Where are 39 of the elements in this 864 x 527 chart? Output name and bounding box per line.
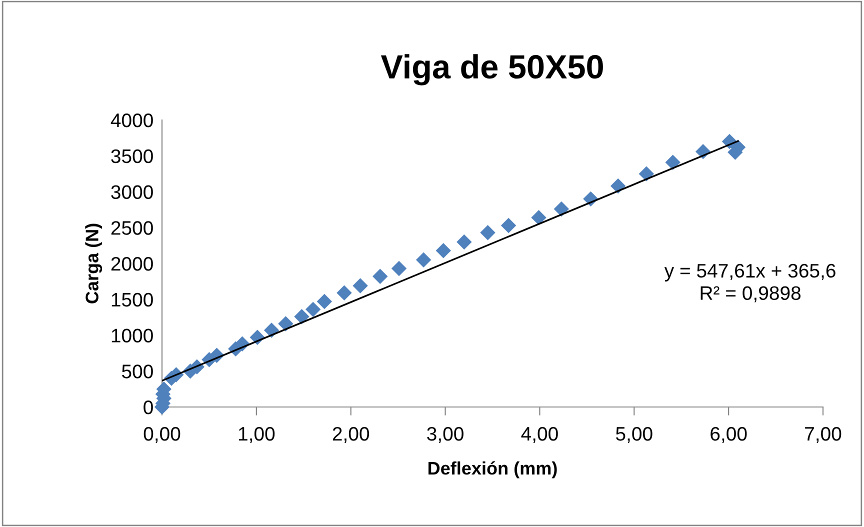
point	[352, 278, 368, 294]
x-tick-label: 5,00	[616, 426, 652, 444]
y-tick-label: 500	[122, 364, 153, 378]
x-tick-label: 0,00	[144, 426, 180, 444]
point	[610, 178, 626, 194]
point	[436, 242, 452, 258]
point	[665, 154, 680, 170]
point	[480, 225, 496, 240]
y-tick-label: 4000	[110, 113, 153, 128]
x-tick-label: 1,00	[238, 426, 275, 444]
x-tick-label: 7,00	[805, 426, 842, 444]
point	[554, 201, 570, 217]
point	[336, 285, 352, 301]
point	[316, 294, 332, 310]
y-tick-label: 2000	[111, 256, 153, 271]
y-tick-label: 0	[144, 400, 153, 414]
point	[638, 166, 654, 182]
point	[456, 234, 472, 250]
point	[305, 302, 321, 318]
x-tick-label: 2,00	[332, 426, 370, 444]
annotation: y = 547,61x + 365,6 R² = 0,9898	[664, 264, 836, 302]
y-axis-title: Carga (N)	[85, 224, 102, 304]
point	[531, 210, 546, 226]
y-tick-label: 3000	[111, 185, 153, 199]
x-tick-label: 6,00	[710, 426, 747, 444]
chart-title: Viga de 50X50	[380, 54, 603, 86]
x-tick-label: 3,00	[427, 426, 464, 444]
point	[500, 218, 516, 234]
y-tick-label: 1500	[112, 292, 153, 307]
point	[416, 252, 432, 268]
point	[372, 268, 388, 284]
x-tick-label: 4,00	[521, 426, 558, 444]
y-tick-label: 2500	[111, 221, 153, 235]
point	[278, 316, 294, 332]
point	[391, 260, 407, 276]
y-tick-label: 3500	[111, 149, 153, 164]
point	[294, 308, 310, 324]
x-axis-title: Deflexión (mm)	[428, 461, 557, 478]
y-tick-label: 1000	[112, 328, 153, 342]
